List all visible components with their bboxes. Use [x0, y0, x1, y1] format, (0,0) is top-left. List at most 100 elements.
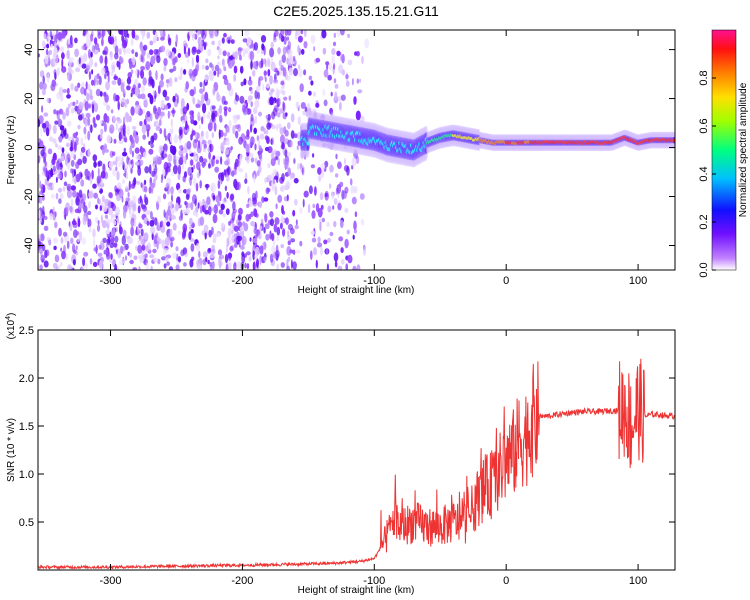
spectrogram-noise-dot [160, 36, 165, 41]
spectrogram-noise-dot [70, 198, 74, 207]
spectrogram-noise-dot [288, 181, 291, 189]
spectrogram-noise-dot [211, 40, 215, 46]
spectrogram-noise-dot [234, 242, 238, 248]
spectrogram-x-tick-label: -300 [100, 275, 122, 287]
spectrogram-noise-dot [335, 153, 338, 160]
spectrogram-noise-dot [122, 123, 126, 132]
spectrogram-noise-dot [258, 145, 262, 152]
spectrogram-noise-dot [264, 213, 268, 223]
spectrogram-noise-dot [72, 190, 77, 198]
spectrogram-noise-dot [322, 88, 326, 97]
spectrogram-noise-dot [258, 111, 262, 117]
spectrogram-noise-dot [154, 217, 158, 226]
spectrogram-noise-dot [249, 254, 252, 262]
spectrogram-noise-dot [132, 267, 138, 270]
spectrogram-noise-dot [93, 37, 98, 45]
spectrogram-noise-dot [209, 33, 214, 39]
spectrogram-noise-dot [317, 236, 321, 243]
spectrogram-noise-dot [246, 203, 250, 208]
spectrogram-noise-dot [73, 249, 77, 255]
spectrogram-noise-dot [86, 92, 90, 102]
spectrogram-noise-dot [168, 266, 173, 270]
spectrogram-noise-dot [300, 48, 305, 55]
spectrogram-noise-dot [344, 207, 349, 213]
spectrogram-noise-dot [43, 260, 49, 268]
spectrogram-noise-dot [54, 221, 58, 229]
spectrogram-noise-dot [265, 129, 269, 135]
spectrogram-noise-dot [95, 88, 101, 97]
spectrogram-noise-dot [321, 217, 325, 223]
spectrogram-noise-dot [175, 264, 180, 270]
spectrogram-noise-dot [199, 205, 203, 214]
spectrogram-noise-dot [228, 107, 232, 113]
spectrogram-noise-dot [120, 82, 125, 92]
spectrogram-noise-dot [115, 206, 120, 217]
spectrogram-noise-dot [117, 77, 122, 86]
spectrogram-noise-dot [87, 210, 92, 216]
spectrogram-noise-dot [311, 237, 317, 243]
spectrogram-noise-dot [140, 236, 145, 245]
spectrogram-noise-dot [204, 231, 207, 240]
spectrogram-noise-dot [89, 176, 93, 185]
spectrogram-noise-dot [94, 42, 100, 51]
spectrogram-noise-dot [231, 229, 234, 235]
spectrogram-noise-dot [264, 223, 270, 230]
spectrogram-noise-dot [164, 96, 170, 101]
spectrogram-noise-dot [172, 65, 177, 72]
spectrogram-y-tick-label: -20 [23, 189, 35, 205]
spectrogram-noise-dot [310, 250, 313, 260]
spectrogram-noise-dot [150, 182, 156, 189]
spectrogram-noise-dot [345, 263, 348, 270]
spectrogram-noise-dot [184, 201, 187, 206]
spectrogram-noise-dot [141, 124, 147, 135]
spectrogram-noise-dot [282, 112, 286, 119]
spectrogram-noise-dot [319, 192, 324, 201]
spectrogram-noise-dot [312, 247, 318, 256]
spectrogram-noise-dot [183, 171, 188, 178]
spectrogram-noise-dot [346, 165, 350, 176]
spectrogram-noise-dot [220, 156, 223, 165]
spectrogram-noise-dot [126, 85, 131, 91]
spectrogram-noise-dot [202, 258, 207, 266]
spectrogram-noise-dot [123, 30, 129, 38]
spectrogram-noise-dot [141, 49, 146, 58]
spectrogram-noise-dot [284, 149, 288, 158]
spectrogram-noise-dot [108, 192, 113, 199]
spectrogram-noise-dot [97, 252, 103, 257]
spectrogram-noise-dot [250, 89, 253, 95]
spectrogram-noise-dot [38, 148, 41, 156]
spectrogram-noise-dot [245, 135, 250, 140]
spectrogram-noise-dot [208, 229, 212, 238]
spectrogram-noise-dot [333, 78, 337, 84]
spectrogram-noise-dot [186, 207, 190, 215]
spectrogram-noise-dot [234, 50, 238, 60]
spectrogram-noise-dot [169, 217, 172, 222]
spectrogram-noise-dot [52, 138, 57, 144]
spectrogram-noise-dot [64, 127, 67, 135]
spectrogram-noise-dot [205, 58, 209, 64]
spectrogram-noise-dot [278, 59, 282, 67]
spectrogram-noise-dot [75, 196, 80, 206]
spectrogram-noise-dot [69, 205, 73, 213]
spectrogram-noise-dot [90, 51, 93, 58]
spectrogram-noise-dot [195, 30, 198, 33]
spectrogram-noise-dot [199, 88, 204, 94]
spectrogram-noise-dot [269, 230, 272, 240]
spectrogram-noise-dot [199, 81, 203, 88]
spectrogram-noise-dot [135, 68, 138, 77]
spectrogram-noise-dot [353, 186, 358, 194]
spectrogram-noise-dot [193, 164, 196, 170]
spectrogram-noise-dot [178, 75, 183, 81]
spectrogram-noise-dot [182, 106, 188, 115]
spectrogram-noise-dot [220, 142, 225, 152]
spectrogram-noise-dot [129, 252, 133, 258]
spectrogram-noise-dot [267, 113, 271, 121]
spectrogram-noise-dot [279, 222, 283, 230]
spectrogram-noise-dot [352, 234, 355, 240]
spectrogram-noise-dot [278, 33, 282, 41]
spectrogram-noise-dot [336, 184, 342, 194]
spectrogram-noise-dot [287, 122, 291, 130]
spectrogram-noise-dot [256, 160, 261, 167]
spectrogram-noise-dot [252, 237, 258, 244]
spectrogram-noise-dot [142, 134, 146, 140]
